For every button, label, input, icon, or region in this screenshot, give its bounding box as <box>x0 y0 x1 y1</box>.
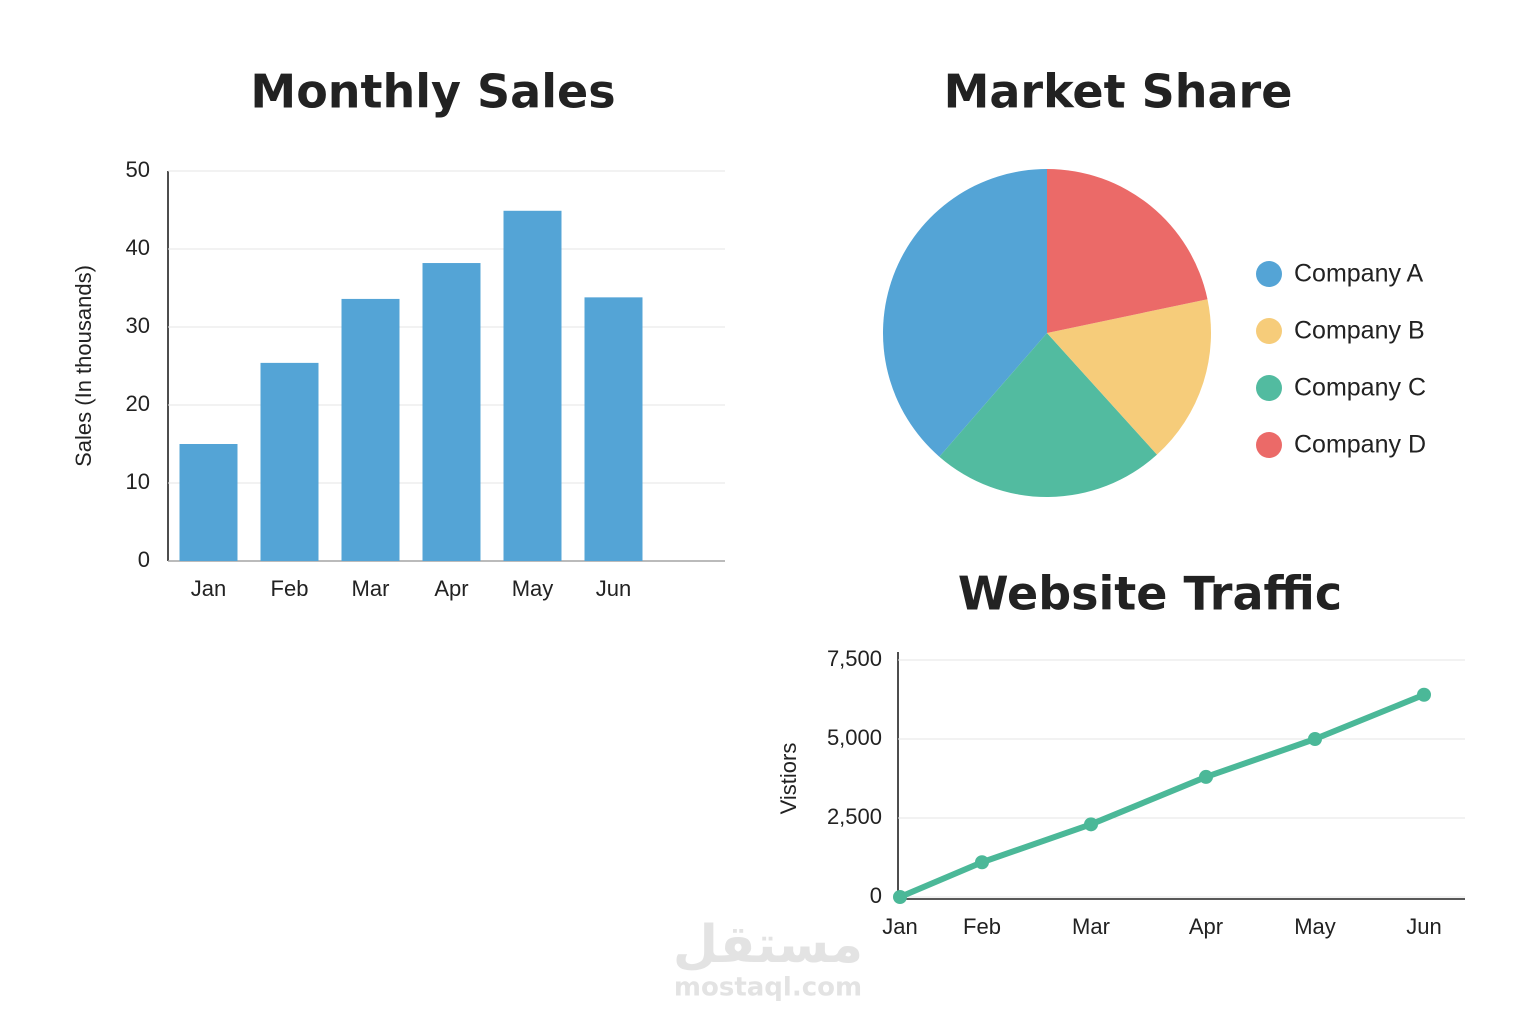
watermark-logo: مستقل <box>673 915 863 975</box>
x-tick-label: Jan <box>191 576 226 601</box>
legend-swatch <box>1256 261 1282 287</box>
y-tick-label: 0 <box>870 883 882 908</box>
pie-slice <box>883 169 1047 457</box>
point <box>1084 817 1098 832</box>
y-tick-label: 10 <box>126 469 150 494</box>
point <box>1417 687 1431 702</box>
bar <box>584 297 643 561</box>
y-tick-label: 0 <box>138 547 150 572</box>
point <box>1308 732 1322 746</box>
legend-label: Company A <box>1294 260 1424 288</box>
legend-swatch <box>1256 318 1282 344</box>
y-axis-label: Sales (In thousands) <box>71 265 96 467</box>
y-tick-label: 30 <box>126 313 150 338</box>
legend-label: Company B <box>1294 317 1425 345</box>
legend-label: Company D <box>1294 431 1426 459</box>
x-tick-label: Apr <box>434 576 468 601</box>
line <box>898 691 1426 900</box>
watermark-site: mostaql.com <box>674 973 862 1003</box>
legend-label: Company C <box>1294 374 1426 402</box>
chart-title: Market Share <box>944 65 1293 119</box>
y-tick-label: 20 <box>126 391 150 416</box>
x-tick-label: Mar <box>352 576 390 601</box>
y-tick-label: 40 <box>126 235 150 260</box>
x-tick-label: May <box>1294 914 1336 939</box>
bar <box>503 210 562 561</box>
y-tick-label: 2,500 <box>827 804 882 829</box>
x-tick-label: May <box>512 576 554 601</box>
y-axis-label: Vistiors <box>776 743 801 815</box>
x-tick-label: Feb <box>963 914 1001 939</box>
y-tick-label: 50 <box>126 157 150 182</box>
point <box>893 890 907 904</box>
bar <box>260 362 319 561</box>
x-tick-label: Feb <box>271 576 309 601</box>
x-tick-label: Jan <box>882 914 917 939</box>
legend-swatch <box>1256 432 1282 458</box>
x-tick-label: Jun <box>1406 914 1441 939</box>
pie-slice <box>1047 299 1211 455</box>
x-tick-label: Mar <box>1072 914 1110 939</box>
pie-slice <box>1047 169 1208 333</box>
bar <box>179 444 238 561</box>
y-tick-label: 7,500 <box>827 646 882 671</box>
chart-title: Monthly Sales <box>250 65 615 119</box>
chart-title: Website Traffic <box>958 567 1342 621</box>
bar <box>422 263 481 561</box>
y-tick-label: 5,000 <box>827 725 882 750</box>
legend-swatch <box>1256 375 1282 401</box>
bar <box>341 298 400 561</box>
x-tick-label: Apr <box>1189 914 1223 939</box>
point <box>975 855 989 870</box>
pie-slice <box>939 333 1157 497</box>
point <box>1199 769 1213 784</box>
x-tick-label: Jun <box>596 576 631 601</box>
